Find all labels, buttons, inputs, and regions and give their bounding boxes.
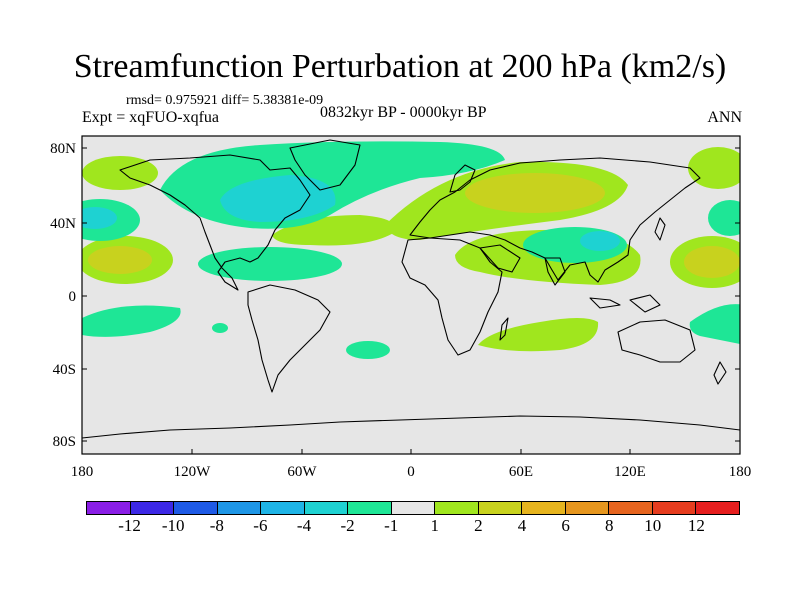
anomaly-positive-region xyxy=(684,246,740,278)
experiment-label: Expt = xqFUO-xqfua xyxy=(82,109,220,126)
colorbar-label: -1 xyxy=(384,516,399,535)
colorbar-segment xyxy=(217,502,262,514)
colorbar-label: -10 xyxy=(161,516,185,535)
y-tick-label: 80S xyxy=(53,434,76,450)
anomaly-positive-region xyxy=(688,147,740,189)
x-tick-label: 60W xyxy=(287,464,317,480)
y-tick-label: 40S xyxy=(53,362,76,378)
colorbar-segment xyxy=(130,502,175,514)
anomaly-positive-region xyxy=(88,246,152,274)
y-tick-label: 0 xyxy=(69,289,77,305)
anomaly-negative-region xyxy=(708,200,740,236)
y-tick-label: 80N xyxy=(50,141,76,157)
colorbar-label: -2 xyxy=(340,516,355,535)
colorbar-label: 6 xyxy=(561,516,570,535)
colorbar-label: 12 xyxy=(687,516,705,535)
colorbar xyxy=(86,501,740,515)
colorbar-segment xyxy=(522,502,566,514)
period-label: 0832kyr BP - 0000kyr BP xyxy=(320,104,487,121)
colorbar-label: 10 xyxy=(644,516,662,535)
colorbar-segment xyxy=(391,502,436,514)
anomaly-positive-region xyxy=(465,173,605,213)
colorbar-segment xyxy=(652,502,697,514)
map-title: Streamfunction Perturbation at 200 hPa (… xyxy=(73,48,727,85)
stats-text: rmsd= 0.975921 diff= 5.38381e-09 xyxy=(126,93,324,108)
colorbar-label: 2 xyxy=(474,516,483,535)
colorbar-label: -12 xyxy=(118,516,141,535)
x-tick-label: 60E xyxy=(509,464,533,480)
colorbar-segment xyxy=(261,502,305,514)
colorbar-segment xyxy=(174,502,218,514)
streamfunction-field xyxy=(82,141,740,359)
colorbar-segment xyxy=(348,502,392,514)
colorbar-segment xyxy=(565,502,610,514)
anomaly-negative-region xyxy=(346,341,390,359)
x-tick-label: 120E xyxy=(614,464,646,480)
colorbar-label: 4 xyxy=(517,516,527,535)
anomaly-negative-region xyxy=(689,304,740,344)
colorbar-segment xyxy=(609,502,653,514)
colorbar-label: -4 xyxy=(296,516,312,535)
season-label: ANN xyxy=(707,109,742,126)
x-tick-label: 120W xyxy=(174,464,212,480)
anomaly-negative-region xyxy=(580,231,620,251)
colorbar-label: 8 xyxy=(604,516,614,535)
colorbar-segment xyxy=(304,502,349,514)
axis-ticks xyxy=(81,147,741,454)
colorbar-label: 1 xyxy=(430,516,440,535)
coastlines xyxy=(82,139,740,439)
anomaly-negative-region xyxy=(198,247,342,281)
anomaly-negative-region xyxy=(82,207,117,229)
x-tick-label: 0 xyxy=(407,464,415,480)
colorbar-label: -8 xyxy=(209,516,224,535)
x-tick-label: 180 xyxy=(71,464,94,480)
colorbar-label: -6 xyxy=(253,516,268,535)
anomaly-negative-region xyxy=(212,323,228,333)
anomaly-positive-region xyxy=(478,318,599,352)
anomaly-negative-region xyxy=(220,175,336,222)
y-tick-label: 40N xyxy=(50,216,76,232)
anomaly-negative-region xyxy=(82,305,181,337)
colorbar-labels: -12 -10 -8 -6 -4 -2 -1 1 2 4 6 8 10 12 xyxy=(86,516,740,536)
colorbar-segment xyxy=(478,502,523,514)
x-tick-label: 180 xyxy=(729,464,752,480)
colorbar-segment xyxy=(696,502,739,514)
colorbar-segment xyxy=(87,502,131,514)
colorbar-segment xyxy=(435,502,479,514)
